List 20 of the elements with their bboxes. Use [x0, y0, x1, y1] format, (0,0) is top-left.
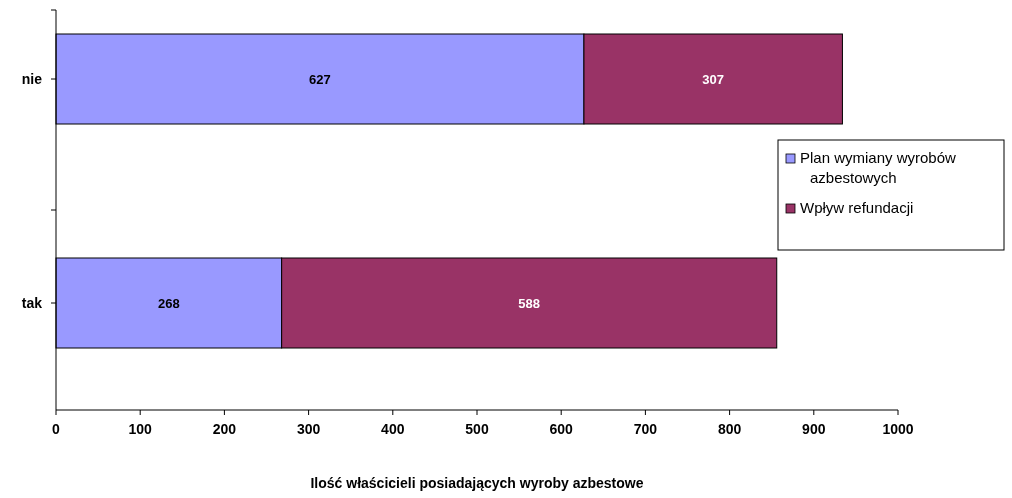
data-label: 627 [309, 71, 331, 87]
x-tick-label: 100 [128, 421, 153, 437]
legend-label: Wpływ refundacji [800, 199, 914, 216]
x-tick-label: 1000 [882, 421, 914, 437]
x-tick-label: 300 [296, 421, 321, 437]
x-tick-label: 700 [633, 421, 658, 437]
x-tick-label: 500 [465, 421, 489, 437]
x-tick-label: 400 [381, 421, 405, 437]
data-label: 588 [518, 295, 541, 311]
x-axis-title: Ilość właścicieli posiadających wyroby azbestowe [310, 475, 644, 491]
y-tick-label: nie [21, 70, 43, 87]
x-tick-label: 600 [549, 421, 574, 437]
y-tick-label: tak [21, 294, 43, 311]
legend-label: Plan wymiany wyrobów azbestowych [800, 149, 957, 186]
x-tick-label: 900 [802, 421, 826, 437]
data-label: 268 [157, 295, 180, 311]
x-tick-label: 0 [52, 421, 61, 437]
x-tick-label: 800 [717, 421, 742, 437]
x-tick-label: 200 [212, 421, 237, 437]
data-label: 307 [702, 71, 725, 87]
